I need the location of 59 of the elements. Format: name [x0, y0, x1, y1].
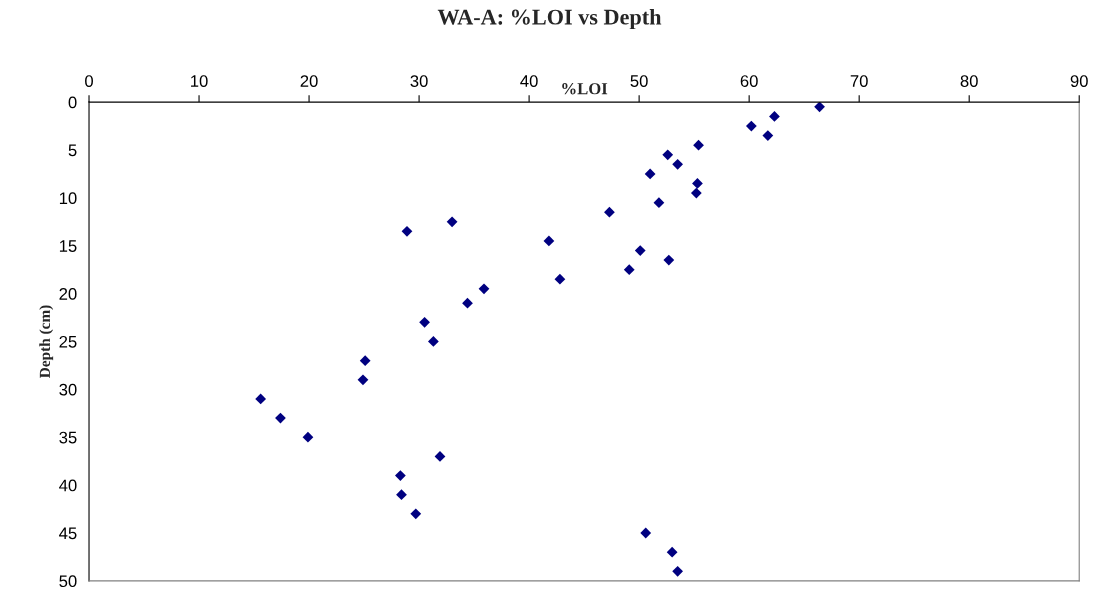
point: [672, 158, 684, 170]
y-axis-title: Depth (cm): [39, 305, 54, 378]
point: [692, 178, 703, 189]
y-tick-label: 30: [59, 383, 77, 396]
point: [672, 565, 684, 577]
x-tick-label: 80: [960, 75, 978, 87]
point: [410, 508, 422, 520]
point: [666, 546, 678, 558]
x-tick-label: 90: [1070, 75, 1088, 87]
x-tick-label: 60: [740, 75, 758, 87]
x-tick-label: 10: [191, 75, 208, 87]
point: [255, 393, 267, 405]
y-tick-label: 45: [59, 527, 77, 540]
point: [275, 412, 286, 424]
point: [663, 254, 675, 266]
y-tick-label: 35: [59, 431, 77, 444]
point: [419, 316, 430, 328]
x-axis-title: %LOI: [562, 83, 608, 95]
y-tick-label: 15: [59, 240, 77, 252]
point: [359, 355, 371, 367]
point: [644, 168, 656, 180]
point: [428, 336, 439, 347]
point: [762, 130, 774, 141]
chart-title: WA-A: %LOI vs Depth: [437, 8, 662, 30]
point: [653, 197, 665, 209]
x-tick-label: 20: [300, 75, 318, 87]
x-tick-label: 0: [85, 75, 93, 87]
point: [395, 470, 406, 481]
point: [446, 216, 458, 228]
point: [634, 245, 646, 256]
y-tick-label: 20: [59, 288, 77, 300]
x-tick-label: 70: [850, 75, 868, 87]
y-tick-label: 0: [68, 96, 77, 109]
point: [769, 111, 780, 122]
x-tick-label: 30: [410, 75, 428, 87]
point: [543, 235, 555, 247]
point: [302, 431, 314, 443]
y-tick-label: 50: [59, 575, 77, 588]
x-tick-label: 50: [630, 75, 648, 87]
point: [604, 206, 615, 218]
point: [462, 297, 473, 309]
point: [396, 489, 407, 501]
point: [814, 102, 825, 113]
point: [554, 273, 566, 285]
point: [401, 225, 413, 237]
point: [662, 149, 674, 161]
x-tick-label: 40: [520, 75, 538, 87]
point: [693, 139, 704, 151]
y-tick-label: 25: [59, 335, 77, 348]
point: [478, 283, 490, 295]
point: [690, 187, 702, 199]
y-tick-label: 10: [59, 192, 77, 205]
point: [434, 451, 446, 462]
point: [745, 120, 757, 132]
y-tick-label: 5: [68, 144, 77, 157]
point: [357, 374, 369, 386]
point: [623, 264, 635, 276]
y-tick-label: 40: [59, 479, 77, 492]
point: [640, 527, 652, 539]
